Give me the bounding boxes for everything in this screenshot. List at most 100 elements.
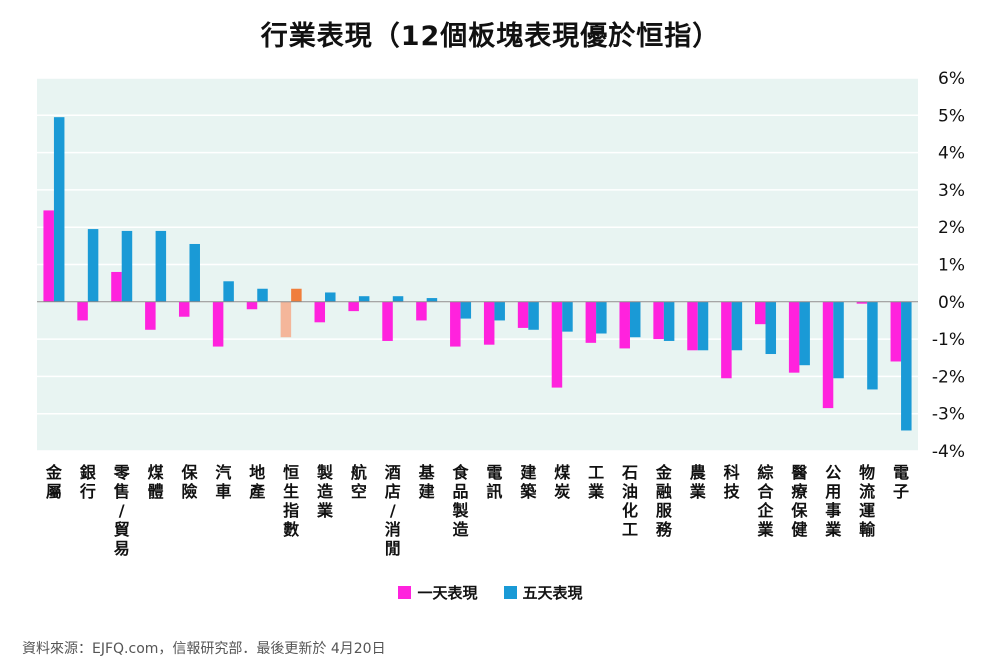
x-tick-label: 綜合企業 bbox=[757, 463, 775, 539]
x-tick-label: 建築 bbox=[519, 463, 537, 501]
bar-five-day bbox=[155, 230, 167, 302]
bar-one-day bbox=[721, 301, 732, 379]
x-tick-label: 金融服務 bbox=[655, 463, 673, 539]
bar-one-day bbox=[585, 301, 597, 343]
legend-item-five-day[interactable]: 五天表現 bbox=[503, 582, 583, 603]
legend: 一天表現 五天表現 bbox=[0, 582, 981, 603]
bar-five-day bbox=[629, 301, 641, 338]
x-tick-label: 金屬 bbox=[45, 463, 63, 501]
y-axis-ticks: 6% 5% 4% 3% 2% 1% 0% -1% -2% -3% -4% bbox=[932, 69, 965, 462]
x-tick-label: 酒店/消閒 bbox=[385, 463, 401, 558]
bar-one-day bbox=[483, 301, 495, 345]
bar-one-day bbox=[416, 301, 427, 321]
y-tick-label: -2% bbox=[932, 367, 965, 387]
bar-five-day bbox=[901, 301, 912, 431]
bar-five-day bbox=[867, 301, 878, 390]
y-tick-label: 3% bbox=[938, 181, 965, 201]
bar-one-day bbox=[619, 301, 630, 349]
bar-one-day bbox=[450, 301, 461, 347]
bar-one-day bbox=[111, 271, 122, 302]
bar-one-day bbox=[755, 301, 766, 325]
x-tick-label: 保險 bbox=[180, 463, 198, 501]
bar-five-day bbox=[562, 301, 573, 332]
bar-five-day bbox=[189, 243, 200, 302]
x-tick-label: 電訊 bbox=[486, 463, 502, 501]
bar-five-day bbox=[663, 301, 675, 341]
bar-one-day bbox=[43, 210, 54, 302]
bar-five-day bbox=[53, 117, 65, 302]
bars bbox=[43, 117, 912, 431]
legend-label-one-day: 一天表現 bbox=[417, 584, 478, 602]
x-tick-label: 銀行 bbox=[79, 463, 96, 501]
bar-five-day bbox=[358, 296, 370, 302]
x-tick-label: 醫療保健 bbox=[790, 463, 808, 539]
bar-five-day bbox=[528, 301, 539, 330]
x-tick-label: 物流運輸 bbox=[859, 463, 876, 539]
x-tick-label: 恒生指數 bbox=[283, 463, 299, 539]
x-tick-label: 科技 bbox=[724, 463, 741, 501]
x-tick-label: 電子 bbox=[893, 463, 909, 501]
y-tick-label: -4% bbox=[932, 442, 965, 462]
bar-one-day bbox=[348, 301, 359, 312]
y-tick-label: 0% bbox=[938, 293, 965, 313]
bar-one-day bbox=[280, 301, 292, 338]
bar-one-day bbox=[246, 301, 258, 310]
y-tick-label: 1% bbox=[938, 256, 965, 276]
bar-five-day bbox=[291, 288, 302, 302]
bar-five-day bbox=[392, 296, 404, 302]
x-tick-label: 基建 bbox=[418, 463, 436, 501]
bar-one-day bbox=[788, 301, 800, 373]
x-tick-label: 製造業 bbox=[316, 463, 334, 520]
legend-swatch-five-day bbox=[503, 586, 517, 599]
bar-one-day bbox=[687, 301, 698, 351]
bar-one-day bbox=[178, 301, 190, 317]
x-tick-label: 地產 bbox=[249, 463, 265, 501]
bar-five-day bbox=[799, 301, 810, 366]
bar-one-day bbox=[145, 301, 156, 330]
x-tick-label: 石油化工 bbox=[621, 463, 638, 539]
bar-five-day bbox=[833, 301, 844, 379]
chart-title: 行業表現（12個板塊表現優於恒指） bbox=[260, 21, 721, 52]
bar-one-day bbox=[551, 301, 563, 388]
bar-one-day bbox=[653, 301, 664, 340]
bar-one-day bbox=[517, 301, 529, 328]
y-tick-label: 5% bbox=[938, 106, 965, 126]
bar-one-day bbox=[382, 301, 393, 341]
bar-five-day bbox=[426, 298, 438, 302]
bar-five-day bbox=[731, 301, 743, 351]
bar-five-day bbox=[325, 292, 336, 302]
bar-five-day bbox=[596, 301, 607, 334]
bar-one-day bbox=[212, 301, 224, 347]
y-tick-label: 6% bbox=[938, 69, 965, 89]
legend-label-five-day: 五天表現 bbox=[522, 584, 583, 602]
bar-five-day bbox=[460, 301, 472, 319]
x-tick-label: 煤炭 bbox=[554, 463, 570, 501]
x-tick-label: 汽車 bbox=[215, 463, 231, 501]
x-tick-label: 零售/貿易 bbox=[113, 463, 131, 558]
x-tick-label: 食品製造 bbox=[452, 463, 470, 539]
y-tick-label: 4% bbox=[938, 144, 965, 164]
bar-one-day bbox=[890, 301, 902, 362]
bar-five-day bbox=[121, 230, 133, 302]
bar-five-day bbox=[257, 288, 268, 302]
bar-five-day bbox=[87, 229, 99, 302]
x-tick-label: 航空 bbox=[351, 463, 367, 501]
y-tick-label: -1% bbox=[932, 330, 965, 350]
bar-five-day bbox=[697, 301, 709, 351]
x-tick-label: 公用事業 bbox=[824, 463, 842, 539]
y-tick-label: -3% bbox=[932, 405, 965, 425]
bar-five-day bbox=[223, 281, 234, 302]
bar-one-day bbox=[856, 301, 868, 304]
bar-one-day bbox=[822, 301, 834, 409]
x-tick-label: 工業 bbox=[587, 463, 605, 501]
y-tick-label: 2% bbox=[938, 218, 965, 238]
bar-one-day bbox=[77, 301, 88, 321]
source-note: 資料來源：EJFQ.com，信報研究部．最後更新於 4月20日 bbox=[22, 641, 386, 657]
legend-item-one-day[interactable]: 一天表現 bbox=[398, 582, 478, 603]
legend-swatch-one-day bbox=[398, 586, 412, 599]
x-tick-label: 煤體 bbox=[148, 463, 164, 501]
bar-five-day bbox=[765, 301, 777, 355]
x-tick-label: 農業 bbox=[689, 463, 707, 501]
